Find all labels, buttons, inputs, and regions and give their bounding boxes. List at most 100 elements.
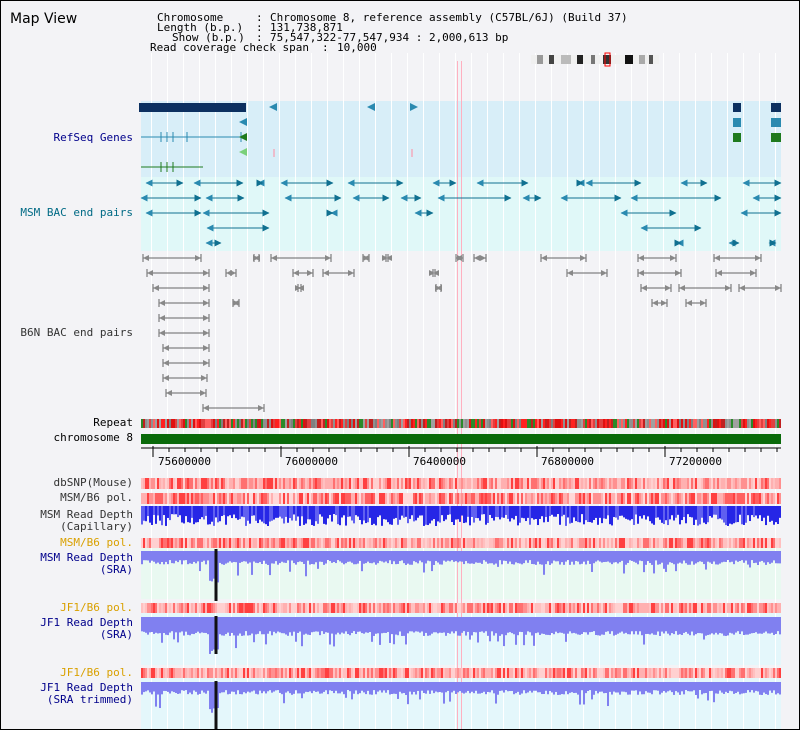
axis-tick-label: 77200000 (669, 455, 722, 468)
msm-pol-heat-cell (669, 493, 671, 504)
jf1-trim-depth-bar (765, 682, 767, 695)
msm-pol2-heat-cell (495, 538, 497, 548)
jf1-pol2-heat-cell (727, 668, 729, 678)
bac-end (203, 405, 209, 411)
msm-pol-heat-cell (319, 493, 321, 504)
jf1-pol-heat-cell (371, 603, 373, 613)
msm-pol-heat-cell (261, 493, 263, 504)
msm-sra-depth-bar (353, 551, 355, 565)
jf1-pol2-heat-cell (517, 668, 519, 678)
msm-pol2-heat-cell (377, 538, 379, 548)
bac-end (774, 209, 782, 217)
ideogram-band (639, 55, 645, 64)
ideogram-band (625, 55, 633, 64)
jf1-trim-depth-bar (541, 682, 543, 695)
msm-pol2-heat-cell (475, 538, 477, 548)
dbsnp-heat-cell (165, 478, 167, 489)
jf1-sra-depth-bar (491, 617, 493, 632)
show-colon: : (256, 31, 263, 44)
jf1-pol2-heat-cell (547, 668, 549, 678)
jf1-sra-depth-bar (641, 617, 643, 636)
repeat-segment (157, 419, 159, 428)
jf1-pol2-heat-cell (435, 668, 437, 678)
msm-sra-depth-bar (539, 551, 541, 565)
msm-pol2-heat-cell (683, 538, 685, 548)
dbsnp-heat-cell (591, 478, 593, 489)
jf1-sra-depth-bar (553, 617, 555, 635)
jf1-sra-depth-bar (567, 617, 569, 634)
jf1-trim-depth-bar (449, 682, 451, 702)
track-label-b6n-bac[interactable]: B6N BAC end pairs (20, 326, 133, 339)
repeat-segment (177, 419, 179, 428)
jf1-trim-depth-bar (509, 682, 511, 692)
jf1-pol-heat-cell (631, 603, 633, 613)
jf1-pol-heat-cell (577, 603, 579, 613)
msm-pol-heat-cell (539, 493, 541, 504)
repeat-segment (427, 419, 429, 428)
jf1-pol-heat-cell (169, 603, 171, 613)
jf1-pol2-heat-cell (751, 668, 753, 678)
msm-capillary-depth-bar (567, 506, 569, 518)
msm-sra-depth-bar (277, 551, 279, 565)
msm-capillary-depth-bar (423, 506, 425, 526)
msm-sra-depth-bar (157, 551, 159, 563)
repeat-segment (223, 419, 225, 428)
dbsnp-heat-cell (367, 478, 369, 489)
jf1-sra-depth-bar (555, 617, 557, 632)
jf1-pol2-heat-cell (261, 668, 263, 678)
bac-end (159, 315, 165, 321)
msm-pol-heat-cell (305, 493, 307, 504)
jf1-pol-heat-cell (245, 603, 247, 613)
msm-pol2-heat-cell (399, 538, 401, 548)
jf1-sra-depth-bar (411, 617, 413, 632)
dbsnp-heat-cell (549, 478, 551, 489)
jf1-pol-heat-cell (637, 603, 639, 613)
msm-capillary-depth-bar (507, 506, 509, 519)
jf1-pol2-heat-cell (275, 668, 277, 678)
msm-capillary-depth-bar (375, 506, 377, 526)
msm-capillary-depth-bar (255, 506, 257, 521)
dbsnp-heat-cell (453, 478, 455, 489)
jf1-pol-heat-cell (497, 603, 499, 613)
msm-sra-depth-bar (557, 551, 559, 562)
bac-end (382, 255, 388, 261)
jf1-sra-depth-bar (659, 617, 661, 636)
msm-pol2-heat-cell (469, 538, 471, 548)
msm-pol-heat-cell (751, 493, 753, 504)
jf1-trim-depth-bar (601, 682, 603, 692)
msm-sra-depth-bar (535, 551, 537, 565)
msm-pol2-heat-cell (159, 538, 161, 548)
track-label-msm-bac[interactable]: MSM BAC end pairs (20, 206, 133, 219)
jf1-trim-depth-bar (459, 682, 461, 692)
msm-pol-heat-cell (273, 493, 275, 504)
jf1-sra-depth-bar (557, 617, 559, 634)
msm-pol-heat-cell (409, 493, 411, 504)
msm-capillary-depth-bar (721, 506, 723, 520)
jf1-pol-heat-cell (309, 603, 311, 613)
jf1-sra-depth-bar (293, 617, 295, 632)
msm-capillary-depth-bar (613, 506, 615, 518)
track-label-refseq[interactable]: RefSeq Genes (53, 131, 133, 144)
msm-pol-heat-cell (671, 493, 673, 504)
msm-capillary-depth-bar (163, 506, 165, 516)
repeat-segment (237, 419, 239, 428)
jf1-pol-heat-cell (769, 603, 771, 613)
jf1-pol-heat-cell (547, 603, 549, 613)
msm-pol2-heat-cell (485, 538, 487, 548)
jf1-pol2-heat-cell (559, 668, 561, 678)
dbsnp-heat-cell (487, 478, 489, 489)
jf1-sra-depth-bar (357, 617, 359, 632)
jf1-sra-depth-bar (559, 617, 561, 633)
msm-pol2-heat-cell (193, 538, 195, 548)
msm-sra-depth-bar (375, 551, 377, 565)
repeat-segment (387, 419, 389, 428)
msm-pol2-heat-cell (561, 538, 563, 548)
jf1-pol-heat-cell (347, 603, 349, 613)
msm-pol2-heat-cell (775, 538, 777, 548)
jf1-pol-heat-cell (285, 603, 287, 613)
msm-pol-heat-cell (203, 493, 205, 504)
repeat-segment (597, 419, 599, 428)
msm-pol2-heat-cell (323, 538, 325, 548)
